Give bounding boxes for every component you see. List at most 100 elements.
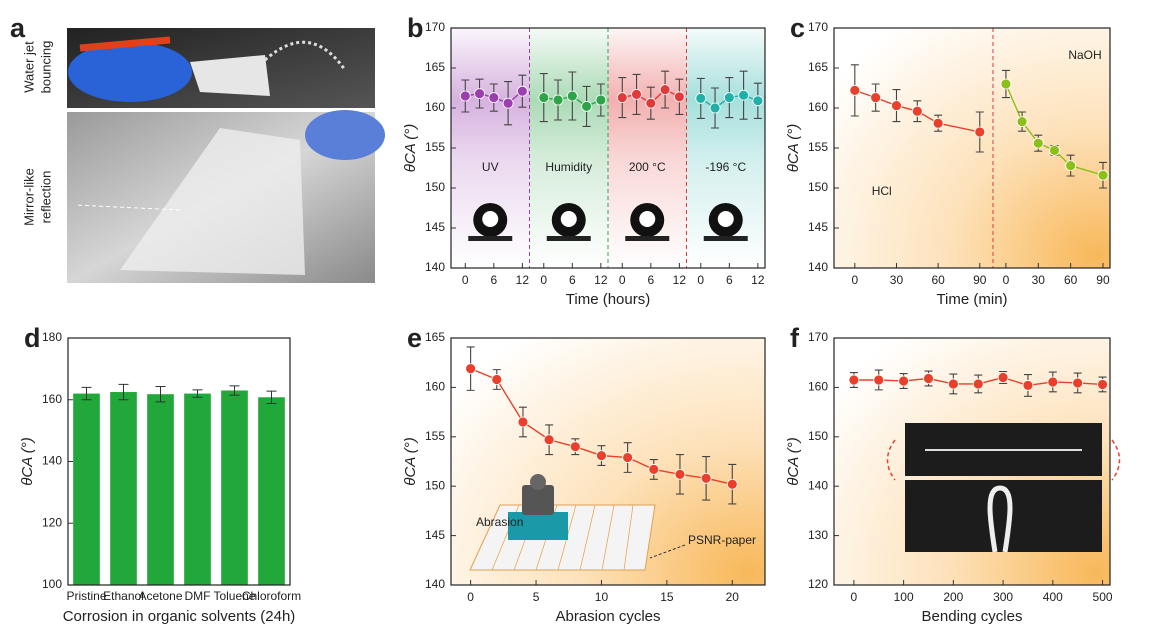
error-bar: [266, 390, 277, 404]
x-tick-label: 12: [673, 273, 687, 287]
y-tick-label: 145: [808, 220, 828, 234]
data-point: [873, 374, 885, 386]
data-point: [474, 88, 485, 99]
data-point: [491, 374, 503, 385]
x-axis-label: Time (hours): [566, 291, 650, 308]
panel-label: d: [24, 323, 41, 353]
x-tick-label: 0: [467, 590, 474, 604]
x-tick-label: 0: [697, 273, 704, 287]
data-point: [709, 102, 721, 114]
data-point: [659, 84, 671, 95]
y-tick-label: 140: [808, 260, 828, 274]
data-point: [849, 85, 861, 96]
x-tick-label: 6: [490, 273, 497, 287]
data-point: [695, 93, 707, 104]
photo-caption: Water jet: [21, 41, 36, 93]
data-point: [911, 105, 923, 117]
x-tick-label: Pristine: [66, 589, 106, 603]
inset-photo: [987, 485, 1013, 553]
error-bar: [192, 389, 203, 398]
inset-grid: [579, 504, 596, 571]
data-point: [891, 100, 902, 111]
plot-frame: [67, 337, 291, 586]
bar: [110, 392, 137, 585]
error-bar: [229, 385, 240, 396]
droplet-image: [639, 211, 656, 227]
inset-photo: [905, 480, 1102, 552]
data-point: [1097, 169, 1109, 181]
segment-label: NaOH: [1068, 48, 1101, 62]
y-tick-label: 160: [42, 392, 62, 406]
y-tick-label: 160: [808, 380, 828, 394]
y-axis-label: θCA (°): [785, 124, 802, 173]
droplet-image: [703, 236, 748, 241]
y-tick-label: 120: [42, 515, 62, 529]
data-point: [738, 89, 749, 101]
data-point: [566, 90, 578, 102]
x-tick-label: 100: [894, 590, 914, 604]
data-point: [517, 416, 529, 428]
data-point: [1072, 377, 1084, 389]
x-tick-label: Acetone: [138, 589, 182, 603]
droplet-image: [468, 236, 513, 241]
annotation: PSNR-paper: [688, 533, 756, 547]
data-point: [538, 92, 550, 103]
y-axis-label: θCA (°): [402, 437, 419, 486]
data-point: [502, 97, 514, 109]
y-tick-label: 145: [425, 220, 445, 234]
inset-weight: [530, 474, 546, 490]
photo-top: [67, 28, 375, 108]
x-tick-label: 200: [943, 590, 963, 604]
plot-frame: [833, 337, 1111, 586]
x-tick-label: 0: [619, 273, 626, 287]
droplet-image: [717, 211, 734, 227]
x-tick-label: 15: [660, 590, 674, 604]
plot-frame: [450, 337, 766, 586]
y-tick-label: 165: [808, 60, 828, 74]
x-tick-label: 20: [726, 590, 740, 604]
y-tick-label: 140: [425, 577, 445, 591]
x-tick-label: 10: [595, 590, 609, 604]
x-tick-label: 0: [540, 273, 547, 287]
data-point: [516, 85, 528, 97]
segment-label: 200 °C: [629, 160, 666, 174]
photo-bottom: [67, 110, 385, 283]
error-bar: [118, 383, 129, 401]
inset-block: [508, 512, 568, 540]
data-point: [923, 373, 934, 384]
y-tick-label: 120: [808, 577, 828, 591]
data-point: [974, 126, 986, 138]
x-tick-label: Toluene: [213, 589, 255, 603]
data-point: [898, 375, 910, 387]
droplet-image: [482, 211, 499, 227]
x-tick-label: Chloroform: [242, 589, 301, 603]
bar: [221, 390, 248, 585]
y-tick-label: 150: [425, 180, 445, 194]
data-point: [723, 92, 735, 103]
annotation-arrow: [649, 544, 686, 559]
plot-frame: [450, 27, 766, 269]
y-tick-label: 165: [425, 60, 445, 74]
bar: [184, 393, 211, 585]
data-point: [1047, 376, 1059, 388]
data-point: [1049, 144, 1060, 156]
data-point: [848, 374, 860, 386]
error-bar: [155, 385, 166, 403]
y-tick-label: 150: [808, 180, 828, 194]
data-point: [569, 441, 581, 453]
data-point: [700, 472, 712, 484]
photo-caption: Mirror-like: [21, 168, 36, 226]
error-bar: [81, 386, 92, 401]
x-tick-label: Ethanol: [103, 589, 144, 603]
x-tick-label: 6: [569, 273, 576, 287]
y-tick-label: 140: [425, 260, 445, 274]
panel-label: e: [407, 323, 422, 353]
x-tick-label: 60: [1064, 273, 1078, 287]
data-point: [459, 90, 471, 102]
data-point: [595, 94, 607, 106]
data-point: [596, 450, 607, 461]
data-point: [870, 92, 882, 103]
y-tick-label: 140: [42, 454, 62, 468]
